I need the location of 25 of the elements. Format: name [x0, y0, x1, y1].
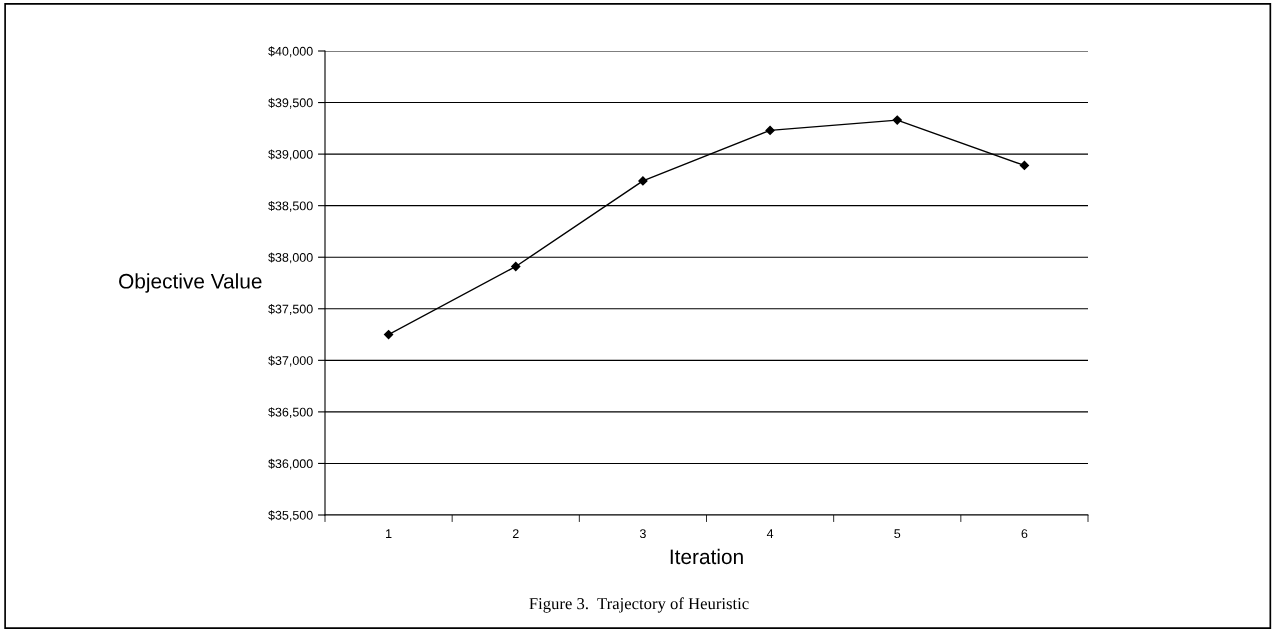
x-tick-label: 6: [1021, 529, 1028, 539]
x-tick-label: 3: [639, 529, 646, 539]
point: [383, 329, 394, 340]
y-tick-label: $37,000: [268, 355, 313, 367]
x-axis-title: Iteration: [670, 548, 743, 565]
y-tick-label: $35,500: [268, 510, 313, 522]
y-tick-label: $39,500: [268, 97, 313, 109]
point: [511, 261, 521, 272]
point: [1019, 160, 1030, 171]
y-tick-label: $38,500: [268, 200, 313, 212]
y-tick-label: $40,000: [268, 46, 313, 58]
y-tick-label: $36,000: [268, 458, 313, 470]
point: [638, 176, 648, 186]
x-tick-label: 2: [512, 529, 519, 538]
y-tick-label: $39,000: [268, 149, 313, 161]
x-tick-label: 4: [766, 529, 774, 538]
y-axis-title: Objective Value: [119, 273, 262, 293]
y-tick-label: $36,500: [268, 407, 313, 419]
y-tick-label: $37,500: [268, 304, 313, 315]
x-tick-label: 1: [386, 529, 392, 538]
y-tick-label: $38,000: [268, 252, 313, 264]
point: [892, 115, 902, 125]
caption: Figure 3. Trajectory of Heuristic: [529, 597, 749, 613]
x-tick-label: 5: [894, 529, 901, 539]
point: [765, 125, 775, 136]
